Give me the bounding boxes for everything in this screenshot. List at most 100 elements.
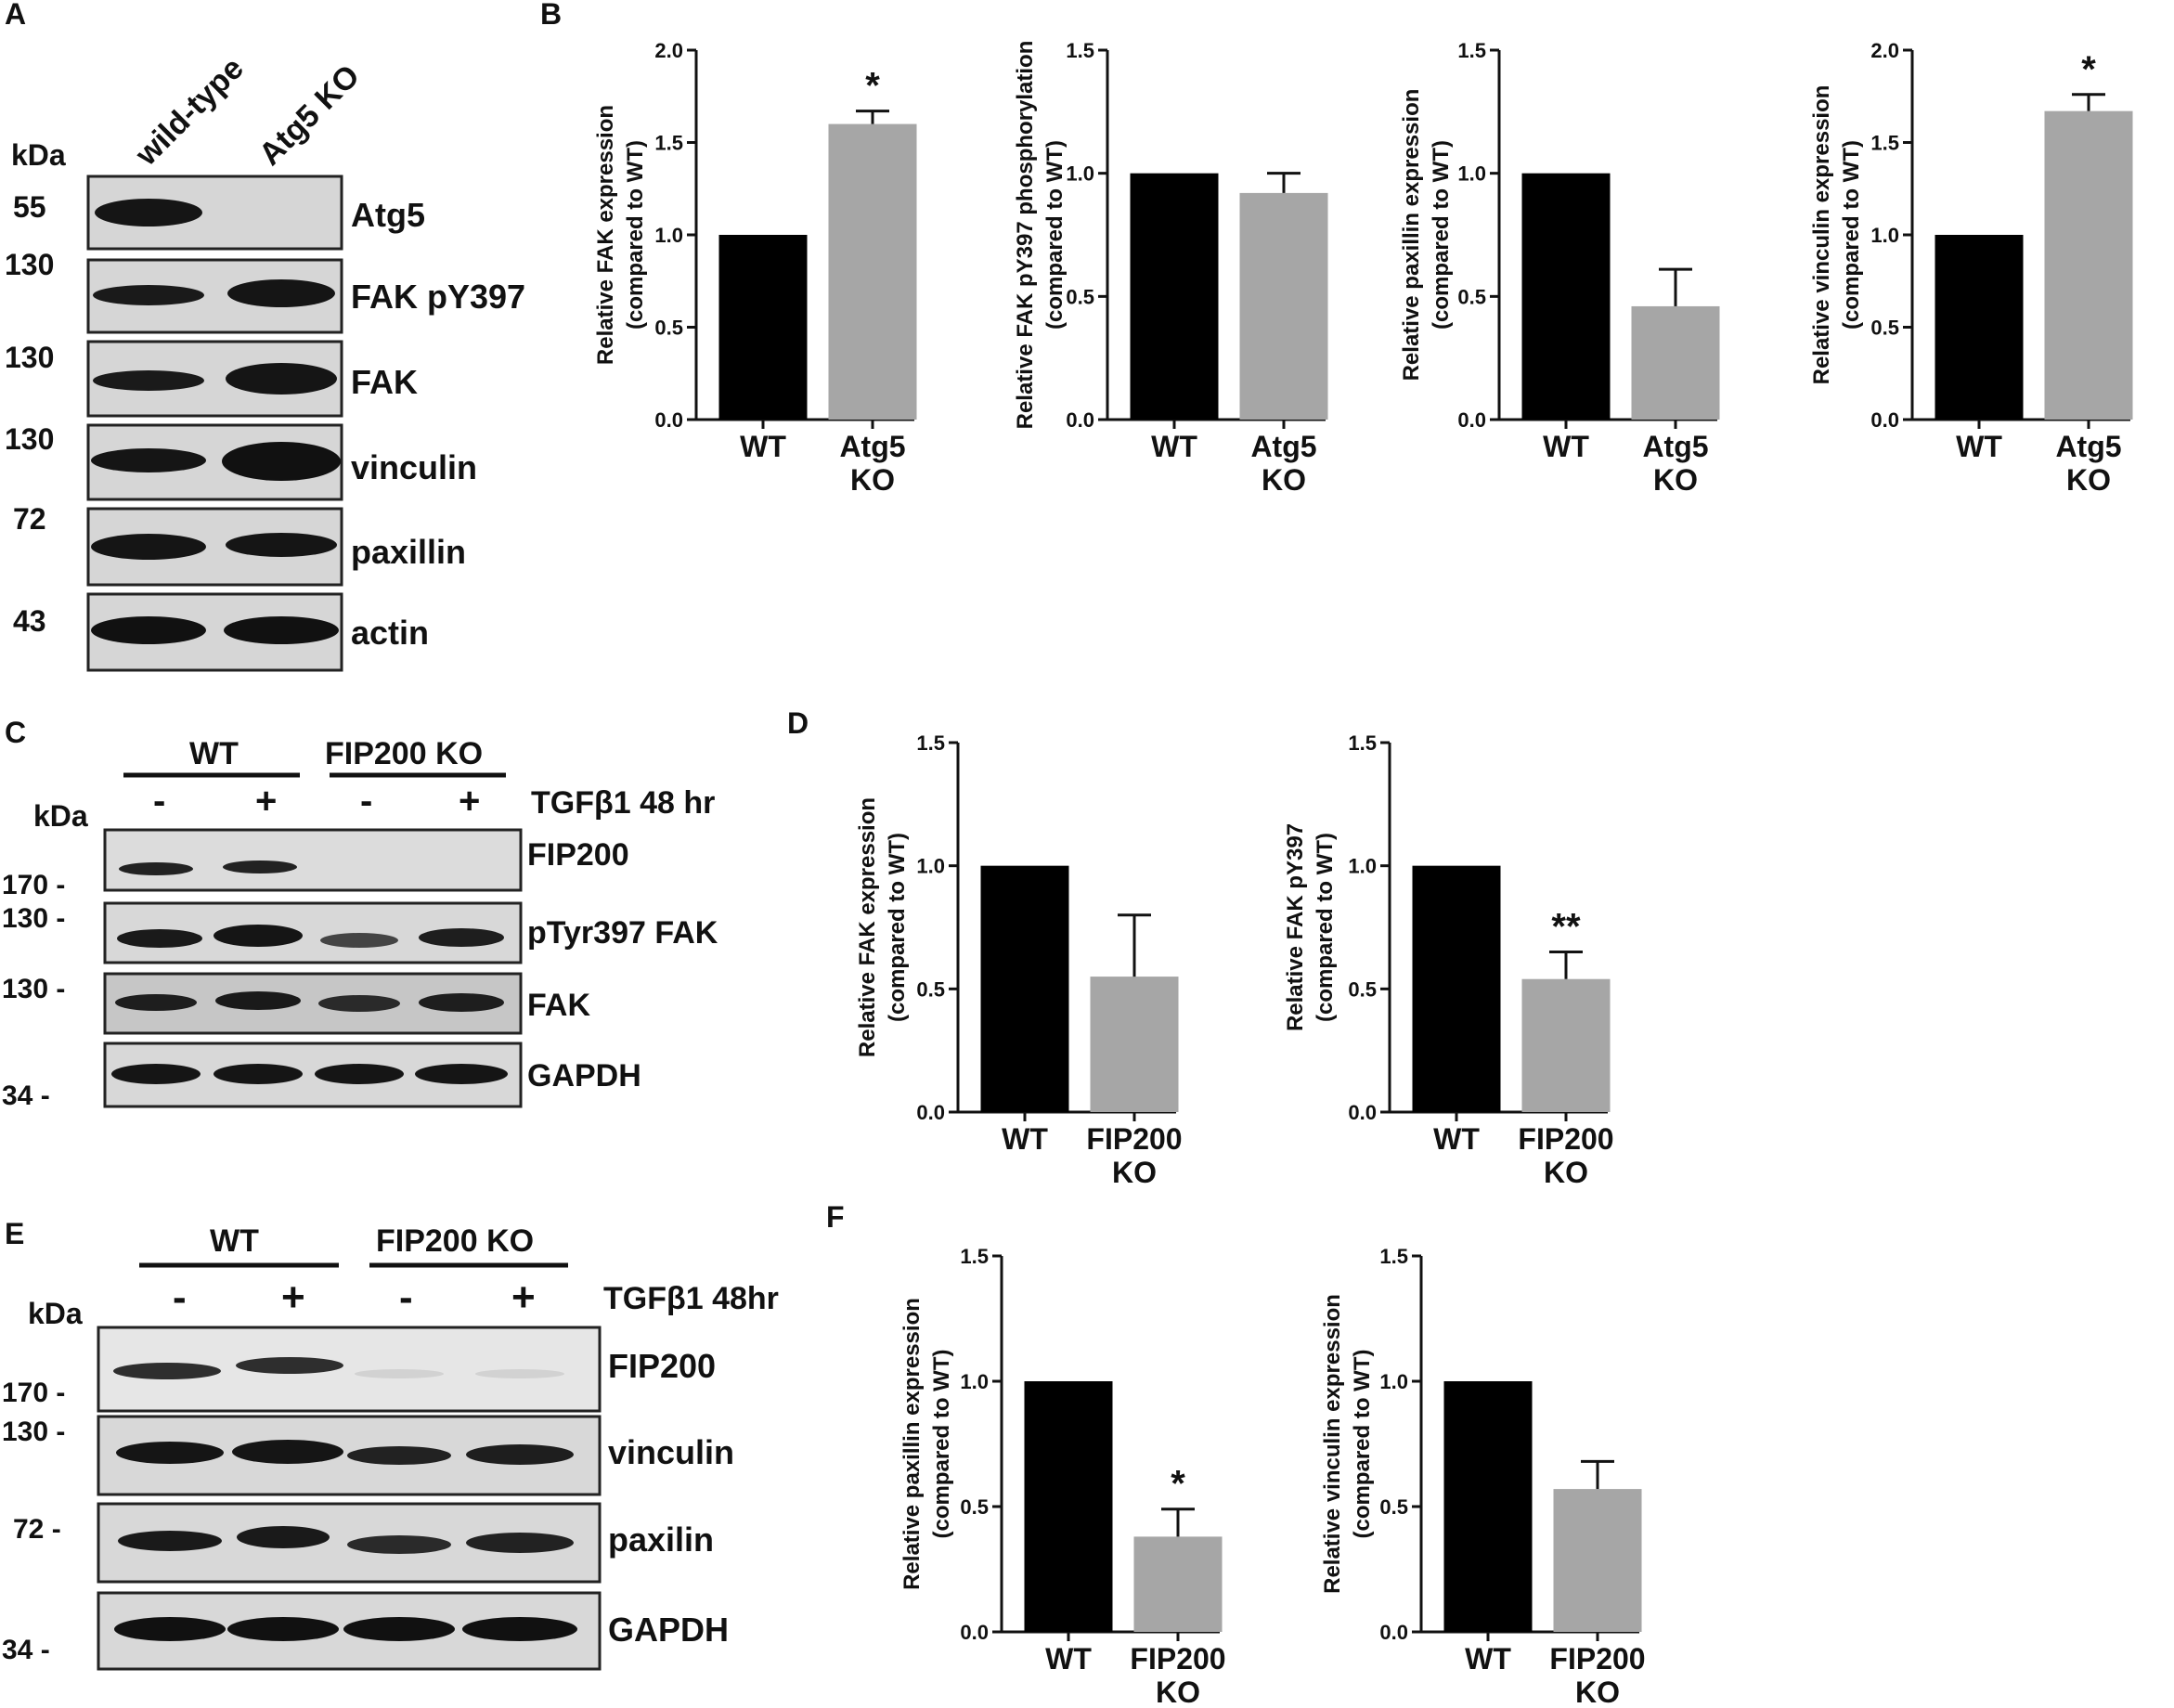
blot-band	[475, 1369, 564, 1378]
x-category-label: KO	[1156, 1676, 1200, 1708]
group-label-wt: WT	[189, 736, 239, 771]
y-axis-title: (compared to WT)	[1042, 140, 1068, 330]
blot-band	[347, 1535, 451, 1554]
blot-e-row-vinculin: 130 - vinculin	[2, 1415, 734, 1496]
blot-band	[226, 533, 337, 557]
y-tick-label: 1.5	[1457, 39, 1486, 62]
y-axis-title: Relative FAK expression	[855, 797, 880, 1057]
blot-c: WT FIP200 KO - + - + TGFβ1 48 hr kDa 170…	[2, 736, 718, 1111]
y-tick-label: 1.0	[654, 224, 683, 247]
mw-marker: 72	[13, 502, 46, 536]
x-category-label: FIP200	[1518, 1122, 1613, 1156]
y-tick-label: 1.5	[654, 132, 683, 155]
bar-wt	[1130, 173, 1219, 420]
blot-band	[214, 925, 303, 947]
protein-label: paxillin	[351, 533, 466, 571]
bar-ko	[1631, 305, 1720, 420]
blot-c-row-fip200: 170 - FIP200	[2, 828, 629, 900]
x-category-label: KO	[2066, 463, 2111, 497]
blot-band	[227, 1617, 339, 1641]
x-category-label: WT	[1151, 430, 1197, 463]
blot-band	[95, 199, 202, 226]
bar-wt	[1412, 865, 1501, 1112]
x-category-label: WT	[1045, 1642, 1092, 1676]
panel-label-b: B	[540, 0, 562, 31]
blot-band	[215, 991, 301, 1010]
y-tick-label: 2.0	[654, 39, 683, 62]
y-axis-title: (compared to WT)	[1429, 140, 1454, 330]
blot-band	[224, 616, 339, 644]
blot-band	[111, 1064, 201, 1084]
bar-ko	[1090, 977, 1179, 1112]
protein-label: FAK pY397	[351, 278, 525, 316]
blot-band	[118, 1531, 222, 1551]
bar-ko	[1239, 192, 1328, 420]
blot-band	[115, 994, 197, 1011]
mw-marker: 72 -	[13, 1514, 61, 1545]
blot-band	[343, 1617, 455, 1641]
x-category-label: KO	[1653, 463, 1698, 497]
blot-e-row-gapdh: 34 - GAPDH	[2, 1591, 729, 1671]
blot-band	[114, 1617, 226, 1641]
blot-band	[91, 534, 206, 560]
y-tick-label: 1.0	[1457, 162, 1486, 186]
y-tick-label: 1.5	[916, 731, 945, 755]
bar-wt	[1935, 235, 2024, 420]
x-category-label: KO	[1262, 463, 1306, 497]
y-tick-label: 0.5	[654, 317, 683, 340]
mw-marker: 34 -	[2, 1635, 50, 1665]
kda-label: kDa	[33, 799, 88, 833]
x-category-label: WT	[740, 430, 786, 463]
panel-label-d: D	[787, 706, 809, 740]
bar-ko	[1521, 978, 1611, 1112]
x-category-label: WT	[1956, 430, 2002, 463]
blot-a-row-actin: 43 actin	[13, 592, 429, 672]
blot-band	[466, 1533, 574, 1553]
blot-band	[93, 370, 204, 391]
treatment-mark: +	[281, 1275, 305, 1320]
protein-label: pTyr397 FAK	[527, 915, 718, 951]
bar-wt	[1443, 1381, 1533, 1632]
blot-band	[226, 363, 337, 395]
blot-band	[466, 1444, 574, 1465]
y-tick-label: 0.0	[916, 1101, 945, 1124]
blot-band	[415, 1064, 508, 1084]
blot-band	[419, 928, 504, 947]
y-tick-label: 1.5	[960, 1245, 989, 1268]
protein-label: FIP200	[527, 837, 629, 873]
y-axis-title: (compared to WT)	[929, 1350, 954, 1539]
lane-label-wild-type: wild-type	[128, 51, 251, 174]
bar-ko	[1133, 1536, 1223, 1632]
mw-marker: 130	[5, 248, 54, 281]
x-category-label: WT	[1465, 1642, 1511, 1676]
mw-marker: 130 -	[2, 1417, 65, 1447]
blot-e-row-fip200: 170 - FIP200	[2, 1326, 716, 1413]
significance-marker: *	[1171, 1464, 1185, 1505]
y-tick-label: 0.0	[960, 1621, 989, 1644]
y-axis-title: (compared to WT)	[623, 140, 648, 330]
bar-wt	[1521, 173, 1611, 420]
blot-band	[223, 860, 297, 873]
mw-marker: 55	[13, 190, 46, 224]
blot-c-row-gapdh: 34 - GAPDH	[2, 1042, 641, 1111]
x-category-label: WT	[1543, 430, 1589, 463]
x-category-label: KO	[1544, 1156, 1588, 1189]
y-tick-label: 0.5	[1870, 317, 1899, 340]
y-tick-label: 0.5	[1066, 285, 1094, 308]
blot-band	[116, 1442, 224, 1464]
blot-band	[214, 1064, 303, 1084]
y-axis-title: (compared to WT)	[1350, 1350, 1375, 1539]
significance-marker: *	[2081, 49, 2096, 90]
x-category-label: FIP200	[1549, 1642, 1645, 1676]
x-category-label: Atg5	[1250, 430, 1316, 463]
x-category-label: FIP200	[1086, 1122, 1182, 1156]
y-tick-label: 1.5	[1870, 132, 1899, 155]
mw-marker: 170 -	[2, 870, 65, 900]
blot-band	[232, 1440, 343, 1464]
blot-band	[91, 616, 206, 644]
blot-e: WT FIP200 KO - + - + TGFβ1 48hr kDa 170 …	[2, 1223, 779, 1671]
